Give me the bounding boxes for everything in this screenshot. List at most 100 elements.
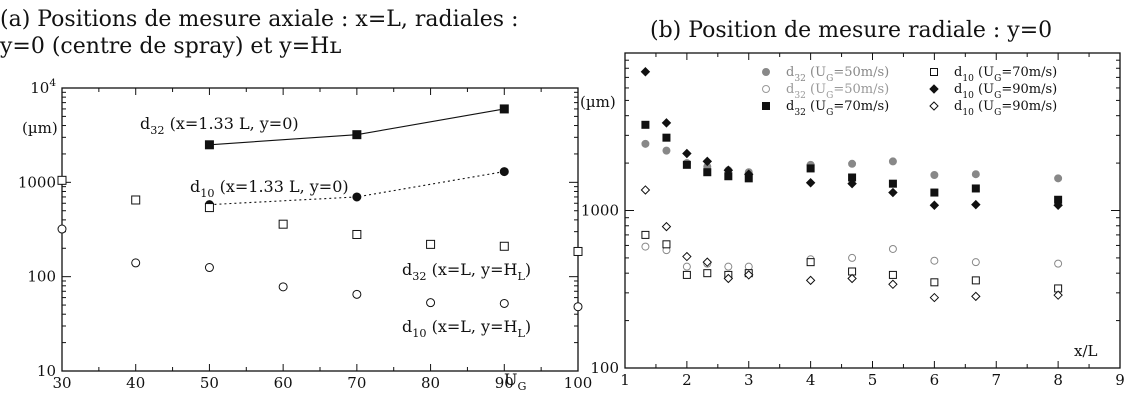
data-point [888,187,898,198]
data-point [1053,200,1063,210]
data-point [499,241,509,251]
y-axis-label: (µm) [22,119,58,137]
data-point [744,270,754,280]
data-point [131,195,141,205]
x-tick-label: 6 [930,371,940,389]
data-point [929,200,940,210]
data-point [806,258,815,267]
legend-marker [929,84,939,94]
data-point [702,257,713,267]
data-point [426,298,436,308]
data-point [682,251,692,262]
x-tick-label: 30 [52,374,71,392]
data-point [662,133,671,142]
legend-marker [762,68,770,76]
data-point [278,282,288,292]
data-point [1054,259,1063,268]
x-tick-label: 9 [1115,371,1125,389]
y-tick-label: 1000 [18,173,56,191]
data-point [278,219,288,229]
y-axis-label: (µm) [580,93,616,111]
data-point [682,160,691,169]
data-point [204,263,214,273]
data-point [641,242,650,251]
legend-entry: d32 (UG=50m/s) [786,65,889,84]
series-annotation: d32 (x=L, y=HL) [402,260,531,283]
data-point [888,244,897,253]
legend-entry: d32 (UG=50m/s) [786,82,889,101]
x-tick-label: 4 [806,371,816,389]
x-tick-label: 2 [682,371,692,389]
x-tick-label: 7 [991,371,1001,389]
data-point [662,146,671,155]
series-annotation: d10 (x=L, y=HL) [402,317,531,340]
data-point [888,279,898,290]
data-point [929,292,940,303]
legend-entry: d32 (UG=70m/s) [786,99,889,118]
data-point [661,118,672,128]
data-point [971,258,980,267]
data-point [204,140,214,150]
data-point [723,273,734,284]
data-point [204,203,214,213]
series-annotation: d32 (x=1.33 L, y=0) [140,114,299,137]
y-tick-label: 1000 [581,202,619,220]
data-point [847,178,857,189]
data-point [971,276,980,285]
data-point [641,230,650,239]
data-point [971,291,981,302]
x-axis-label: x/L [1074,342,1098,360]
data-point [848,159,857,168]
legend-marker [762,85,770,93]
data-point [888,157,897,166]
data-point [352,192,362,202]
x-tick-label: 40 [126,374,145,392]
data-point [744,262,753,271]
data-point [971,184,980,193]
x-tick-label: 80 [421,374,440,392]
x-tick-label: 3 [744,371,754,389]
data-point [661,221,672,232]
data-point [744,169,754,179]
data-point [662,240,671,249]
data-point [930,188,939,197]
legend-marker [930,68,938,76]
data-point [499,298,509,308]
data-point [930,278,939,287]
panel-a-title: (a) Positions de mesure axiale : x=L, ra… [0,7,519,59]
x-tick-label: 1 [620,371,630,389]
x-tick-label: 90 [495,374,514,392]
data-point [426,239,436,249]
data-point [352,229,362,239]
x-tick-label: 70 [347,374,366,392]
data-point [888,270,897,279]
data-point [723,165,734,176]
data-point [641,120,650,129]
data-point [888,179,897,188]
data-point [847,273,857,284]
data-point [57,175,67,185]
y-tick-label: 10 [37,362,56,380]
data-point [930,171,939,180]
panel-b-title: (b) Position de mesure radiale : y=0 [650,18,1053,43]
data-point [573,302,583,312]
data-point [682,148,692,159]
legend-entry: d10 (UG=90m/s) [954,82,1057,101]
data-point [702,156,713,167]
x-tick-label: 5 [868,371,878,389]
data-point [641,139,650,148]
data-point [805,275,816,286]
data-point [640,185,651,195]
data-point [1054,174,1063,183]
data-point [682,270,691,279]
data-point [352,289,362,299]
data-point [805,178,816,188]
legend-marker [929,101,939,111]
data-point [724,262,733,271]
y-tick-label: 100 [590,359,619,377]
y-tick-label: 100 [27,268,56,286]
data-point [499,104,509,114]
data-point [930,256,939,265]
x-tick-label: 100 [564,374,593,392]
